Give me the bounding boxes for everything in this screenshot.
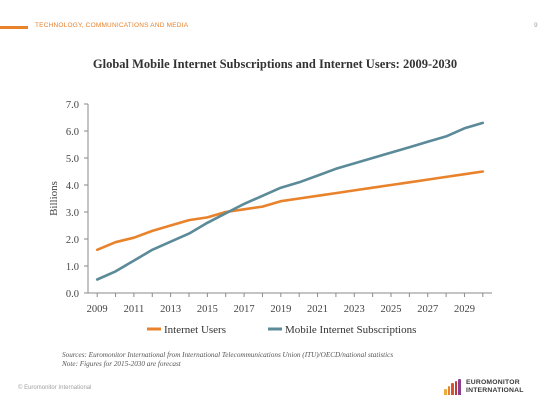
x-tick-label: 2021 — [307, 304, 328, 315]
y-tick-label: 4.0 — [66, 181, 79, 192]
copyright-text: © Euromonitor International — [18, 385, 92, 391]
logo-text: EUROMONITOR INTERNATIONAL — [466, 379, 524, 395]
line-chart: 0.0 1.0 2.0 3.0 4.0 5.0 6.0 7.0 2009 2011 2013 2015… — [48, 100, 492, 336]
x-tick-label: 2029 — [454, 304, 475, 315]
euromonitor-logo: EUROMONITOR INTERNATIONAL — [444, 377, 544, 399]
logo-line-1: EUROMONITOR — [466, 379, 520, 386]
y-tick-label: 7.0 — [66, 100, 79, 111]
series-line-mobile-internet-subscriptions — [95, 121, 485, 281]
chart-notes: Sources: Euromonitor International from … — [62, 351, 393, 369]
x-tick-label: 2025 — [381, 304, 402, 315]
series-line-internet-users — [95, 170, 485, 252]
forecast-note: Note: Figures for 2015-2030 are forecast — [62, 360, 181, 368]
y-axis-label: Billions — [48, 181, 60, 216]
section-label: TECHNOLOGY, COMMUNICATIONS AND MEDIA — [35, 22, 189, 29]
legend-label-internet-users: Internet Users — [164, 324, 226, 336]
y-tick-label: 5.0 — [66, 154, 79, 165]
y-tick-label: 2.0 — [66, 235, 79, 246]
slide-header: TECHNOLOGY, COMMUNICATIONS AND MEDIA 9 — [0, 0, 550, 40]
x-tick-label: 2017 — [234, 304, 255, 315]
chart-title: Global Mobile Internet Subscriptions and… — [92, 57, 458, 71]
legend-label-mobile-internet-subscriptions: Mobile Internet Subscriptions — [285, 324, 416, 336]
page-number: 9 — [534, 22, 538, 29]
y-tick-label: 3.0 — [66, 208, 79, 219]
x-tick-label: 2027 — [417, 304, 438, 315]
y-tick-label: 0.0 — [66, 289, 79, 300]
x-tick-label: 2011 — [124, 304, 145, 315]
y-tick-label: 1.0 — [66, 262, 79, 273]
x-tick-label: 2009 — [87, 304, 108, 315]
y-tick-label: 6.0 — [66, 127, 79, 138]
x-tick-label: 2013 — [160, 304, 181, 315]
sources-note: Sources: Euromonitor International from … — [62, 351, 394, 359]
header-accent-bar — [0, 26, 28, 29]
x-tick-label: 2015 — [197, 304, 218, 315]
x-tick-label: 2019 — [270, 304, 291, 315]
logo-line-2: INTERNATIONAL — [466, 387, 524, 394]
logo-bars-icon — [444, 379, 464, 395]
x-tick-label: 2023 — [344, 304, 365, 315]
